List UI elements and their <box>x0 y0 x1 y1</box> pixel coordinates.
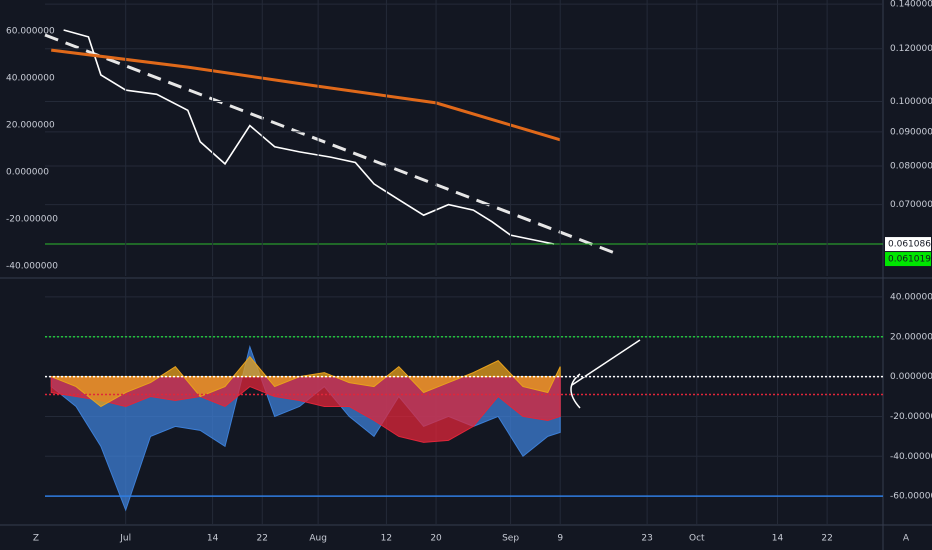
y-tick-label: 0.080000 <box>890 162 932 172</box>
x-tick-label: 14 <box>772 534 784 544</box>
x-tick-label: 12 <box>381 534 392 544</box>
y-tick-label: -20.000000 <box>890 412 932 422</box>
x-tick-label: 22 <box>257 534 268 544</box>
price-line <box>51 48 561 142</box>
y2-tick-label: -40.000000 <box>6 261 58 271</box>
x-tick-label: Jul <box>119 534 131 544</box>
x-tick-label: 23 <box>641 534 652 544</box>
toolbar-label[interactable]: Z <box>33 534 39 544</box>
y-tick-label: 0.000000 <box>890 372 932 382</box>
x-tick-label: Aug <box>309 534 327 544</box>
price-line <box>63 29 555 245</box>
trendline <box>44 33 621 257</box>
oscillator-area <box>50 376 561 443</box>
oscillator-area <box>51 355 561 408</box>
y-tick-label: 0.090000 <box>890 127 932 137</box>
x-tick-label: Sep <box>502 534 519 544</box>
y2-tick-label: -20.000000 <box>6 214 58 224</box>
price-label-box <box>885 237 931 252</box>
price-label: 0.061019 <box>888 255 931 265</box>
price-label-box <box>885 252 931 267</box>
y-tick-label: 0.120000 <box>890 44 932 54</box>
x-tick-label: 14 <box>207 534 219 544</box>
y2-tick-label: 60.000000 <box>6 27 55 37</box>
y2-tick-label: 20.000000 <box>6 120 55 130</box>
y-tick-label: 0.100000 <box>890 97 932 107</box>
y-tick-label: 0.070000 <box>890 200 932 210</box>
arrow <box>571 339 641 386</box>
y-tick-label: 20.000000 <box>890 332 932 342</box>
y2-tick-label: 0.000000 <box>6 167 49 177</box>
x-tick-label: Oct <box>689 534 705 544</box>
y-tick-label: 0.140000 <box>890 0 932 10</box>
x-tick-label: 22 <box>821 534 832 544</box>
y-tick-label: -40.000000 <box>890 452 932 462</box>
x-tick-label: 20 <box>430 534 442 544</box>
price-label: 0.061086 <box>888 240 931 250</box>
y-tick-label: -60.000000 <box>890 492 932 502</box>
y2-tick-label: 40.000000 <box>6 73 55 83</box>
y-tick-label: 40.000000 <box>890 292 932 302</box>
x-tick-label: 9 <box>557 534 563 544</box>
toolbar-label[interactable]: A <box>903 534 910 544</box>
